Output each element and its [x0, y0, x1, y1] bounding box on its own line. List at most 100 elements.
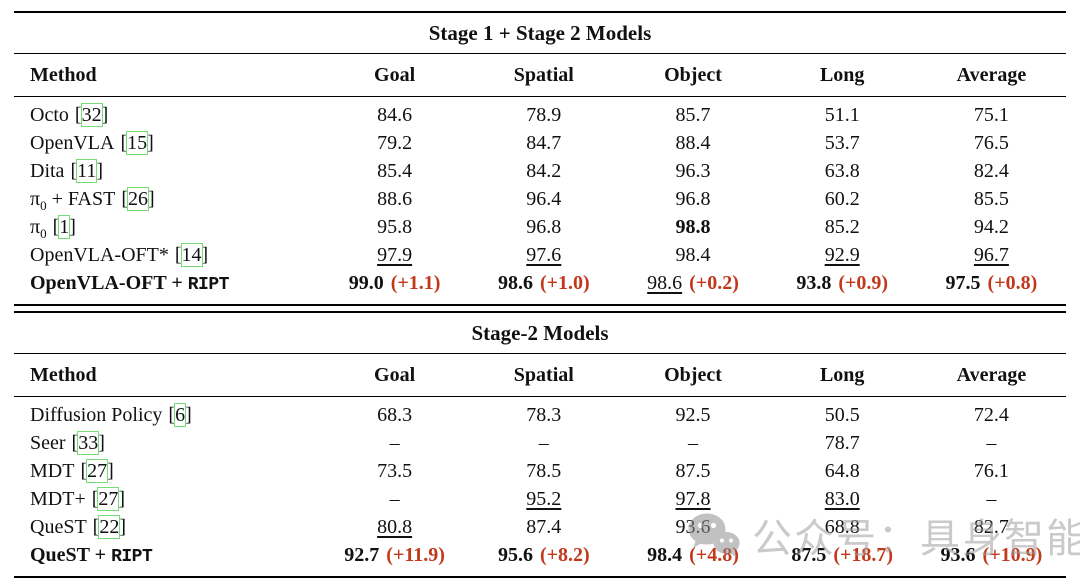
value-cell: 94.2	[973, 215, 1009, 238]
value-cell: 93.6	[675, 515, 711, 538]
value-cell: 92.9	[824, 243, 860, 266]
citation-link[interactable]: 15	[126, 130, 149, 155]
value-cell: 72.4	[973, 403, 1009, 426]
column-header-long: Long	[819, 63, 865, 86]
column-header-average: Average	[956, 63, 1027, 86]
method-label: Seer33	[14, 430, 320, 455]
value-cell: 95.2	[526, 487, 562, 510]
delta-value: (+10.9)	[982, 543, 1043, 566]
column-header-average: Average	[956, 363, 1027, 386]
value-cell: 85.2	[824, 215, 860, 238]
table-header-row: Method Goal Spatial Object Long Average	[14, 54, 1066, 96]
value-cell: 83.0	[824, 487, 860, 510]
value-cell: 64.8	[824, 459, 860, 482]
value-cell: –	[389, 487, 400, 510]
value-cell: 95.6 (+8.2)	[497, 543, 590, 566]
citation: 27	[80, 458, 114, 483]
table-row: Diffusion Policy6 68.3 78.3 92.5 50.5 72…	[14, 401, 1066, 429]
table-body: Diffusion Policy6 68.3 78.3 92.5 50.5 72…	[14, 397, 1066, 576]
column-header-spatial: Spatial	[513, 63, 574, 86]
value-cell: 87.5	[675, 459, 711, 482]
column-header-method: Method	[30, 63, 97, 86]
value-cell: 68.8	[824, 515, 860, 538]
value-cell: 92.5	[675, 403, 711, 426]
value-cell: 96.3	[675, 159, 711, 182]
value-cell: 79.2	[377, 131, 413, 154]
value-cell: 98.4	[675, 243, 711, 266]
table-header-row: Method Goal Spatial Object Long Average	[14, 354, 1066, 396]
value-cell: 82.4	[973, 159, 1009, 182]
divider	[14, 396, 1066, 397]
table-row: OpenVLA15 79.2 84.7 88.4 53.7 76.5	[14, 129, 1066, 157]
value-cell: –	[688, 431, 698, 454]
value-cell: 78.5	[526, 459, 562, 482]
column-header-spatial: Spatial	[513, 363, 574, 386]
citation: 33	[72, 430, 105, 455]
value-cell: 97.8	[675, 487, 711, 510]
value-cell: –	[538, 431, 549, 454]
value-cell: 99.0 (+1.1)	[348, 271, 441, 294]
table-top-rule	[14, 311, 1066, 313]
value-cell: 60.2	[824, 187, 860, 210]
citation-link[interactable]: 1	[58, 214, 71, 239]
citation: 26	[121, 186, 155, 211]
citation-link[interactable]: 26	[126, 186, 149, 211]
value-cell: 78.7	[824, 431, 860, 454]
delta-value: (+11.9)	[386, 543, 445, 566]
value-cell: 98.8	[675, 215, 711, 238]
citation-link[interactable]: 22	[98, 514, 121, 539]
value-cell: 78.9	[526, 103, 562, 126]
value-cell: 93.8 (+0.9)	[796, 271, 889, 294]
value-cell: 76.1	[973, 459, 1009, 482]
value-cell: 53.7	[824, 131, 860, 154]
citation: 11	[70, 158, 103, 183]
subscript: 0	[40, 197, 47, 213]
value-cell: 87.5 (+18.7)	[791, 543, 894, 566]
table-title: Stage 1 + Stage 2 Models	[428, 21, 652, 45]
ript-label: RIPT	[187, 274, 230, 295]
value-cell: 73.5	[377, 459, 413, 482]
citation-link[interactable]: 11	[76, 158, 98, 183]
value-cell: 80.8	[377, 515, 413, 538]
value-cell: 78.3	[526, 403, 562, 426]
citation-link[interactable]: 6	[174, 402, 187, 427]
value-cell: 98.6 (+1.0)	[497, 271, 590, 294]
value-cell: 95.8	[377, 215, 413, 238]
table-row: MDT27 73.5 78.5 87.5 64.8 76.1	[14, 457, 1066, 485]
value-cell: 50.5	[824, 403, 860, 426]
citation: 1	[53, 214, 76, 239]
table-row: Seer33 – – – 78.7 –	[14, 429, 1066, 457]
ript-label: RIPT	[111, 546, 153, 567]
method-label: OpenVLA-OFT*14	[14, 242, 320, 267]
delta-value: (+1.0)	[539, 271, 590, 294]
citation-link[interactable]: 27	[97, 486, 120, 511]
value-cell: 76.5	[973, 131, 1009, 154]
column-header-method: Method	[30, 363, 97, 386]
citation: 6	[168, 402, 192, 427]
value-cell: 84.7	[526, 131, 562, 154]
table-row: Octo32 84.6 78.9 85.7 51.1 75.1	[14, 101, 1066, 129]
value-cell: –	[986, 487, 997, 510]
table-row-highlight: OpenVLA-OFT + RIPT 99.0 (+1.1) 98.6 (+1.0)…	[14, 269, 1066, 297]
table-row: π0 + FAST26 88.6 96.4 96.8 60.2 85.5	[14, 185, 1066, 213]
table-row: Dita11 85.4 84.2 96.3 63.8 82.4	[14, 157, 1066, 185]
citation-link[interactable]: 14	[180, 242, 203, 267]
method-label: OpenVLA15	[14, 130, 320, 155]
column-header-long: Long	[819, 363, 865, 386]
value-cell: 82.7	[973, 515, 1009, 538]
citation-link[interactable]: 33	[77, 430, 100, 455]
value-cell: –	[986, 431, 997, 454]
value-cell: 93.6 (+10.9)	[940, 543, 1043, 566]
subscript: 0	[40, 225, 47, 241]
value-cell: 63.8	[824, 159, 860, 182]
table-stage1-stage2: Stage 1 + Stage 2 Models Method Goal Spa…	[14, 0, 1066, 306]
value-cell: 96.8	[675, 187, 711, 210]
citation-link[interactable]: 32	[80, 102, 103, 127]
value-cell: 88.4	[675, 131, 711, 154]
value-cell: 97.9	[377, 243, 413, 266]
value-cell: 85.5	[973, 187, 1009, 210]
column-header-goal: Goal	[374, 363, 416, 386]
citation: 27	[92, 486, 125, 511]
divider	[14, 53, 1066, 54]
citation-link[interactable]: 27	[86, 458, 109, 483]
